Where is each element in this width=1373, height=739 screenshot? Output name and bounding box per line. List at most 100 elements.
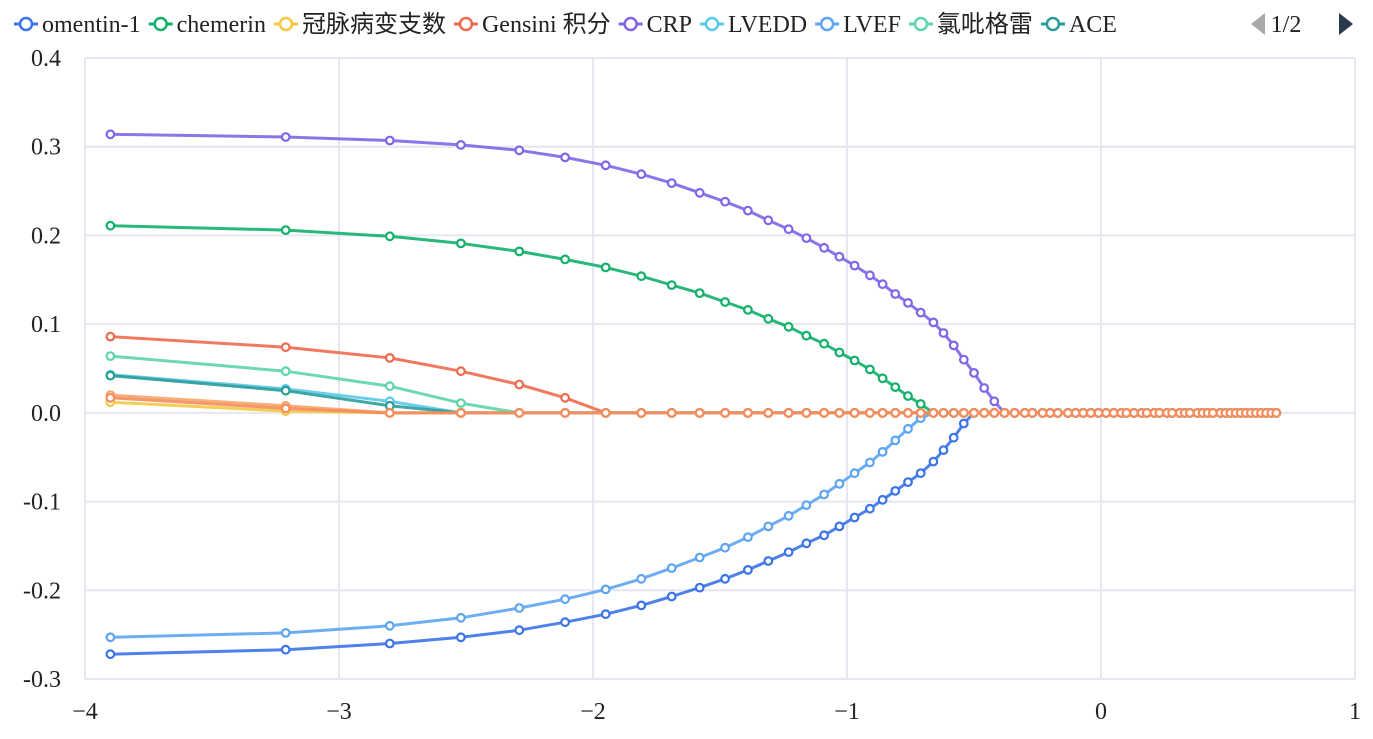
- data-point: [938, 445, 949, 456]
- data-point: [1093, 408, 1104, 418]
- data-point: [979, 383, 990, 393]
- data-point: [819, 408, 829, 418]
- data-point: [1271, 408, 1282, 418]
- legend-swatch-marker: [458, 16, 474, 32]
- data-point: [801, 500, 812, 511]
- legend-item-label: LVEF: [843, 12, 901, 38]
- y-tick-label: 0.1: [31, 312, 61, 338]
- data-point: [834, 408, 845, 418]
- data-point: [720, 196, 730, 207]
- data-point: [865, 270, 875, 281]
- data-point: [801, 538, 812, 549]
- data-point: [958, 418, 969, 429]
- data-point: [514, 625, 525, 636]
- data-point: [280, 366, 291, 377]
- data-point: [938, 328, 949, 338]
- data-point: [865, 457, 875, 468]
- data-point: [694, 288, 705, 299]
- data-point: [560, 408, 570, 418]
- data-point: [877, 447, 888, 457]
- data-point: [928, 317, 939, 328]
- legend-item-label: LVEDD: [728, 12, 807, 38]
- data-point: [560, 594, 570, 605]
- data-point: [560, 392, 570, 403]
- data-point: [280, 132, 291, 142]
- data-point: [514, 145, 525, 156]
- data-point: [666, 178, 677, 189]
- triangle-right-icon[interactable]: [1339, 13, 1353, 35]
- data-point: [819, 489, 829, 500]
- series-unnamed: [105, 392, 1282, 418]
- data-point: [1207, 408, 1218, 418]
- series-LVEF: [105, 408, 1282, 643]
- data-point: [456, 238, 466, 249]
- y-tick-label: -0.1: [23, 490, 61, 516]
- data-point: [877, 279, 888, 290]
- legend-item-label: Gensini 积分: [482, 11, 611, 38]
- data-point: [890, 408, 901, 418]
- data-point: [979, 408, 990, 418]
- y-tick-label: 0.0: [31, 401, 61, 427]
- legend-swatch-marker: [278, 16, 294, 32]
- data-point: [890, 289, 901, 299]
- data-point: [1009, 408, 1020, 418]
- data-point: [849, 260, 860, 271]
- data-point: [105, 129, 116, 140]
- data-point: [1078, 408, 1089, 418]
- x-tick-label: −2: [580, 699, 606, 725]
- data-point: [849, 355, 860, 366]
- data-point: [1037, 408, 1048, 418]
- data-point: [105, 632, 116, 643]
- triangle-left-icon[interactable]: [1251, 13, 1265, 35]
- data-point: [600, 609, 611, 620]
- data-point: [456, 398, 466, 409]
- legend-page-indicator: 1/2: [1271, 12, 1302, 38]
- data-point: [105, 220, 116, 231]
- data-point: [834, 521, 845, 532]
- data-point: [1045, 408, 1056, 418]
- data-point: [384, 231, 395, 242]
- data-point: [915, 468, 926, 479]
- data-point: [720, 408, 730, 418]
- data-point: [834, 478, 845, 489]
- data-point: [105, 649, 116, 660]
- data-point: [384, 381, 395, 392]
- data-point: [1154, 408, 1165, 418]
- data-point: [903, 298, 913, 308]
- data-point: [890, 486, 901, 496]
- data-point: [720, 297, 730, 307]
- data-point: [1085, 408, 1096, 418]
- x-tick-label: −3: [326, 699, 352, 725]
- data-point: [560, 254, 570, 265]
- y-tick-label: 0.4: [31, 46, 61, 72]
- data-point: [600, 408, 611, 418]
- data-point: [819, 530, 829, 541]
- data-point: [1121, 408, 1132, 418]
- series-layer: [105, 129, 1282, 660]
- data-point: [969, 408, 979, 418]
- data-point: [514, 603, 525, 613]
- data-point: [783, 510, 794, 521]
- data-point: [819, 338, 829, 349]
- data-point: [890, 382, 901, 393]
- legend-swatch-marker: [819, 16, 835, 32]
- data-point: [801, 408, 812, 418]
- data-point: [743, 205, 753, 216]
- data-point: [903, 423, 913, 434]
- data-point: [560, 617, 570, 628]
- data-point: [743, 532, 753, 542]
- data-point: [694, 187, 705, 198]
- data-point: [694, 552, 705, 563]
- data-point: [105, 351, 116, 362]
- data-point: [948, 432, 959, 443]
- data-point: [694, 582, 705, 593]
- data-point: [877, 408, 888, 418]
- data-point: [948, 340, 959, 351]
- data-point: [456, 612, 466, 623]
- legend: 1/2 omentin-1 chemerin 冠脉病变支数 Gensini 积分 CRP…: [14, 11, 1353, 38]
- data-point: [1019, 408, 1030, 418]
- data-point: [666, 563, 677, 573]
- data-point: [456, 366, 466, 377]
- data-point: [600, 262, 611, 273]
